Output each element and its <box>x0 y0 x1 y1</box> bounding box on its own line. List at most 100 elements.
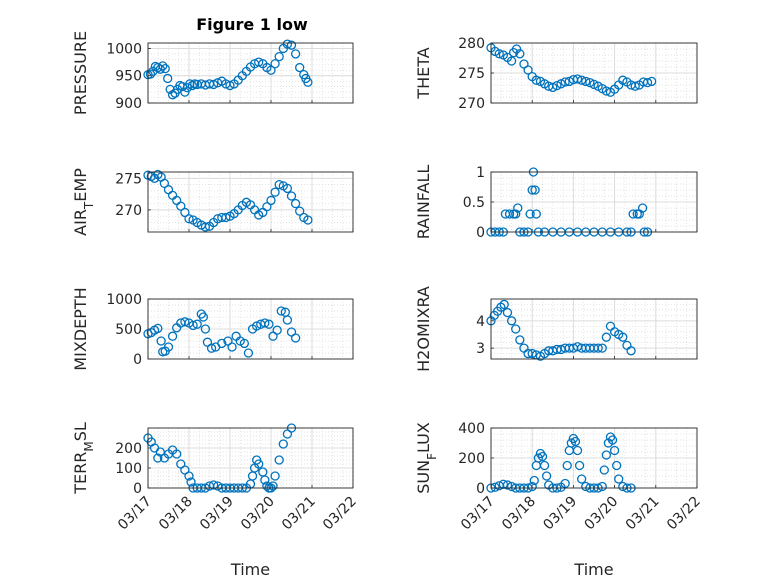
data-point <box>268 481 278 491</box>
data-point <box>278 439 288 449</box>
data-point <box>502 480 513 490</box>
y-axis-label: H2OMIXRA <box>414 286 433 372</box>
data-point <box>637 203 648 213</box>
data-point <box>254 57 264 67</box>
y-tick-label: 270 <box>458 96 485 112</box>
data-point <box>266 195 276 206</box>
y-tick-label: 200 <box>115 441 142 457</box>
subplot: 900 950 1000 PRESSURE <box>71 31 354 115</box>
axes-box <box>147 427 354 489</box>
data-point <box>527 481 537 492</box>
data-point <box>167 90 178 100</box>
data-point <box>286 191 297 201</box>
data-point <box>576 474 587 484</box>
axes-box <box>147 298 354 360</box>
x-axis-label: Time <box>573 560 613 579</box>
y-axis-label: THETA <box>414 47 433 99</box>
data-point <box>601 450 612 460</box>
y-tick-label: 1000 <box>106 292 142 308</box>
data-point <box>192 319 202 329</box>
data-point <box>153 453 163 463</box>
data-point <box>286 40 297 50</box>
data-point <box>560 478 570 489</box>
data-point <box>647 76 657 87</box>
axes-box <box>147 42 354 104</box>
data-point <box>295 62 305 73</box>
data-point <box>564 76 574 87</box>
data-point <box>266 65 276 75</box>
data-point <box>208 480 219 490</box>
data-point <box>523 65 533 75</box>
y-tick-label: 0 <box>476 225 485 241</box>
y-tick-label: 100 <box>115 461 142 477</box>
data-point <box>270 59 280 69</box>
y-tick-label: 3 <box>476 341 485 357</box>
y-tick-label: 270 <box>115 203 142 219</box>
data-point <box>145 69 156 79</box>
x-axis-label: Time <box>230 560 270 579</box>
data-point <box>176 201 186 211</box>
axes-box <box>490 42 698 104</box>
data-point <box>614 474 624 484</box>
y-tick-label: 275 <box>115 171 142 187</box>
data-point <box>612 460 622 471</box>
data-point <box>206 343 217 353</box>
data-point <box>260 475 270 485</box>
data-point <box>511 324 521 334</box>
data-point <box>560 77 570 87</box>
y-axis-label: TERRMSL <box>71 422 96 495</box>
data-point <box>556 79 566 89</box>
subplot: 0 500 1000 MIXDEPTH <box>71 287 354 371</box>
data-point <box>539 460 550 471</box>
data-point <box>566 438 576 448</box>
data-point <box>572 74 583 84</box>
data-point <box>254 459 264 469</box>
data-point <box>607 435 618 445</box>
data-point <box>599 465 609 475</box>
data-point <box>630 81 640 91</box>
data-point <box>282 39 293 49</box>
data-point <box>208 79 219 90</box>
data-point <box>184 214 194 224</box>
data-point <box>585 77 595 88</box>
data-point <box>160 63 170 74</box>
data-point <box>642 77 653 88</box>
data-point <box>494 49 504 59</box>
data-point <box>515 335 525 345</box>
data-point <box>153 323 163 334</box>
data-point <box>262 202 272 212</box>
data-point <box>511 209 521 219</box>
data-point <box>628 209 638 219</box>
data-point <box>499 299 509 310</box>
subplot: 270 275 AIRTEMP <box>71 168 354 236</box>
data-point <box>270 471 280 481</box>
data-point <box>533 453 544 463</box>
y-tick-label: 0 <box>133 481 142 497</box>
data-point <box>239 338 250 349</box>
data-point <box>167 331 178 341</box>
data-point <box>513 203 523 213</box>
data-point <box>562 460 572 471</box>
data-point <box>180 207 190 218</box>
data-point <box>576 75 587 85</box>
axes-box <box>490 298 698 360</box>
data-point <box>158 61 168 71</box>
data-point <box>282 183 293 194</box>
y-tick-label: 0.5 <box>463 195 485 211</box>
data-point <box>159 178 170 189</box>
data-point <box>504 209 515 219</box>
data-point <box>187 80 197 91</box>
data-point <box>264 319 274 329</box>
data-point <box>601 332 612 342</box>
data-point <box>618 75 628 85</box>
data-point <box>548 82 558 93</box>
y-tick-label: 200 <box>458 451 485 467</box>
data-point <box>290 49 301 59</box>
y-axis-label: RAINFALL <box>414 165 433 240</box>
y-axis-label: MIXDEPTH <box>71 287 90 370</box>
subplot: 270 275 280 THETA <box>414 36 698 112</box>
data-point <box>156 336 166 346</box>
data-point <box>188 320 198 331</box>
data-point <box>597 343 607 353</box>
